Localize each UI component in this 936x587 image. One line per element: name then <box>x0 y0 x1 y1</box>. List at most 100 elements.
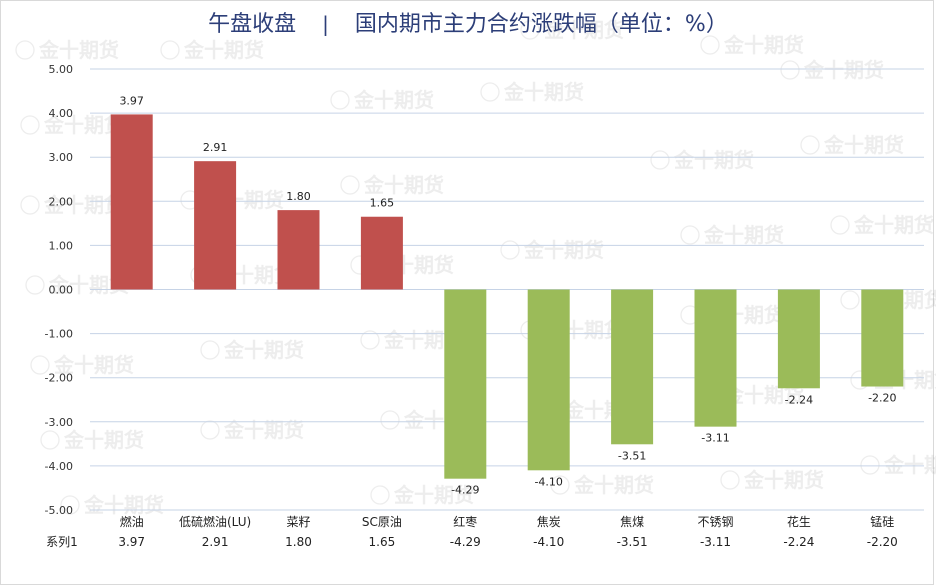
watermark-logo: 金十期货 <box>500 238 604 262</box>
data-label: -4.29 <box>451 484 479 497</box>
watermark-text: 金十期货 <box>353 88 434 112</box>
watermark-logo: 金十期货 <box>370 483 474 507</box>
watermark-icon <box>780 60 800 80</box>
watermark-icon <box>800 135 820 155</box>
watermark-icon <box>370 485 390 505</box>
data-label: 3.97 <box>119 94 144 107</box>
table-value: 3.97 <box>118 535 145 549</box>
data-label: -4.10 <box>534 475 562 488</box>
watermark-icon <box>830 215 850 235</box>
x-axis: 燃油 低硫燃油(LU) 菜籽 SC原油 红枣 焦炭 焦煤 不锈钢 花生 锰硅 <box>120 514 895 529</box>
watermark-text: 金十期货 <box>38 38 119 62</box>
y-tick-label: -5.00 <box>45 504 73 517</box>
watermark-logo: 金十期货 <box>160 38 264 62</box>
watermark-logo: 金十期货 <box>200 338 304 362</box>
chart-title: 午盘收盘 | 国内期市主力合约涨跌幅（单位：%） <box>0 6 936 42</box>
watermark-text: 金十期货 <box>43 193 124 217</box>
category-label: 焦煤 <box>620 515 644 529</box>
data-label: 2.91 <box>203 141 228 154</box>
watermark-icon <box>20 195 40 215</box>
bar <box>611 289 654 445</box>
data-label: -3.51 <box>618 449 646 462</box>
watermark-icon <box>340 175 360 195</box>
gridlines <box>90 68 924 511</box>
watermark-logo: 金十期货 <box>20 113 124 137</box>
watermark-icon <box>380 410 400 430</box>
title-right: 国内期市主力合约涨跌幅（单位：%） <box>354 12 728 37</box>
data-label: -3.11 <box>701 432 729 445</box>
category-label: 花生 <box>787 514 811 529</box>
watermark-logo: 金十期货 <box>720 468 824 492</box>
watermark-text: 金十期货 <box>183 38 264 62</box>
watermark-logo: 金十期货 <box>860 453 936 477</box>
y-tick-label: 2.00 <box>49 195 74 208</box>
watermark-text: 金十期货 <box>523 238 604 262</box>
watermark-icon <box>200 420 220 440</box>
table-series-name: 系列1 <box>46 535 78 549</box>
data-label: -2.24 <box>785 393 813 406</box>
watermark-icon <box>25 275 45 295</box>
watermark-logo: 金十期货 <box>650 148 754 172</box>
watermark-icon <box>860 455 880 475</box>
category-label: 菜籽 <box>286 515 310 529</box>
watermark-icon <box>15 40 35 60</box>
table-value: -2.24 <box>783 535 814 549</box>
table-value: -4.10 <box>533 535 564 549</box>
y-tick-label: 0.00 <box>49 284 74 297</box>
data-label: 1.80 <box>286 190 311 203</box>
watermark-icon <box>330 90 350 110</box>
data-label: 1.65 <box>370 197 395 210</box>
category-label: 燃油 <box>120 514 144 529</box>
title-separator: | <box>322 12 329 36</box>
table-value: 1.65 <box>369 535 396 549</box>
watermark-logo: 金十期货 <box>60 493 164 517</box>
watermark-logo: 金十期货 <box>20 193 124 217</box>
y-axis: 5.00 4.00 3.00 2.00 1.00 0.00 -1.00 -2.00 -3.00 -… <box>45 63 73 517</box>
watermark-text: 金十期货 <box>883 453 936 477</box>
y-tick-label: 4.00 <box>49 107 74 120</box>
watermark-icon <box>30 355 50 375</box>
watermark-text: 金十期货 <box>43 113 124 137</box>
watermark-icon <box>650 150 670 170</box>
y-tick-label: -1.00 <box>45 328 73 341</box>
watermark-logo: 金十期货 <box>680 223 784 247</box>
watermark-logo: 金十期货 <box>40 428 144 452</box>
table-value: 1.80 <box>285 535 312 549</box>
watermark-icon <box>360 330 380 350</box>
watermark-icon <box>40 430 60 450</box>
category-label: 焦炭 <box>537 515 561 529</box>
bar <box>194 161 237 290</box>
watermark-text: 金十期货 <box>363 173 444 197</box>
watermark-logo: 金十期货 <box>520 18 624 42</box>
y-tick-label: 5.00 <box>49 63 74 76</box>
data-labels: 3.97 2.91 1.80 1.65 -4.29 -4.10 -3.51 -3.11 -2.2… <box>119 94 896 496</box>
category-label: 锰硅 <box>870 514 894 529</box>
watermark-logo: 金十期货 <box>800 133 904 157</box>
data-table: 3.97 2.91 1.80 1.65 -4.29 -4.10 -3.51 -3.11 -2.2… <box>46 535 898 549</box>
watermark-text: 金十期货 <box>673 148 754 172</box>
watermark-logo: 金十期货 <box>830 213 934 237</box>
watermark-icon <box>680 225 700 245</box>
watermark-text: 金十期货 <box>83 493 164 517</box>
bar <box>694 289 737 427</box>
watermark-logo: 金十期货 <box>15 38 119 62</box>
y-tick-label: -3.00 <box>45 416 73 429</box>
y-tick-label: 3.00 <box>49 151 74 164</box>
watermark-icon <box>20 115 40 135</box>
watermark-logo: 金十期货 <box>480 80 584 104</box>
watermark-text: 金十期货 <box>503 80 584 104</box>
y-tick-label: -2.00 <box>45 372 73 385</box>
bar-series <box>110 114 904 479</box>
watermark-icon <box>160 40 180 60</box>
table-value: -3.51 <box>617 535 648 549</box>
category-label: SC原油 <box>362 515 402 529</box>
watermark-text: 金十期货 <box>723 33 804 57</box>
category-label: 红枣 <box>453 514 477 529</box>
watermark-icon <box>720 470 740 490</box>
category-label: 不锈钢 <box>697 515 733 529</box>
watermark-logo: 金十期货 <box>330 88 434 112</box>
watermark-text: 金十期货 <box>743 468 824 492</box>
bar <box>777 289 820 389</box>
watermark-icon <box>60 495 80 515</box>
title-left: 午盘收盘 <box>208 12 297 37</box>
